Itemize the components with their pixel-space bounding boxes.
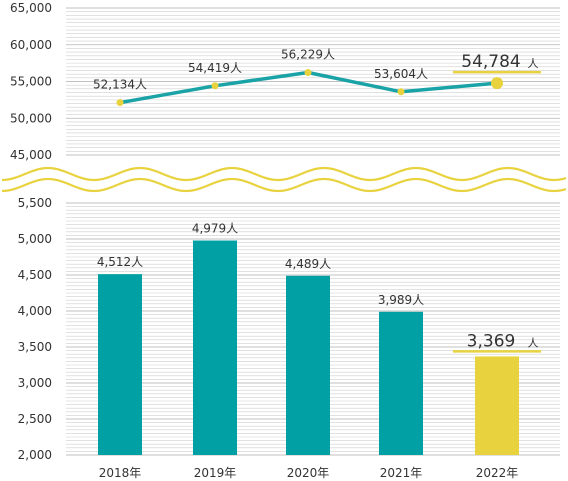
bar [286, 275, 330, 455]
y-tick-label: 2,000 [18, 448, 52, 462]
bar-data-label: 4,489人 [285, 257, 331, 271]
line-data-label-highlight: 54,784 [461, 52, 520, 72]
x-tick-label: 2018年 [99, 466, 142, 480]
y-tick-label: 60,000 [10, 38, 52, 52]
line-path [119, 70, 498, 105]
line-point [116, 99, 124, 107]
y-tick-label: 3,500 [18, 340, 52, 354]
x-tick-label: 2019年 [194, 466, 237, 480]
y-tick-label: 4,500 [18, 268, 52, 282]
line-point [397, 88, 405, 96]
y-tick-label: 3,000 [18, 376, 52, 390]
axis-break-wave [1, 166, 567, 182]
x-tick-label: 2022年 [476, 466, 519, 480]
bar [379, 311, 423, 455]
bar [475, 356, 519, 455]
y-tick-label: 55,000 [10, 75, 52, 89]
bar-data-label: 4,512人 [97, 255, 143, 269]
bar-data-label: 4,979人 [192, 222, 238, 236]
y-tick-label: 50,000 [10, 111, 52, 125]
y-tick-label: 65,000 [10, 1, 52, 15]
y-tick-label: 5,500 [18, 196, 52, 210]
line-point [211, 82, 219, 90]
x-tick-label: 2021年 [380, 466, 423, 480]
bar [193, 240, 237, 455]
line-data-label-unit: 人 [528, 57, 539, 70]
bar-series [98, 240, 519, 455]
line-point [304, 68, 312, 76]
bar-data-label: 3,989人 [378, 293, 424, 307]
data-labels: 52,134人 54,419人 56,229人 53,604人 54,784 人 4,512… [93, 47, 541, 353]
y-axis: 45,000 50,000 55,000 60,000 65,000 2,000 2,500… [10, 1, 52, 462]
y-tick-label: 5,000 [18, 232, 52, 246]
line-data-label: 52,134人 [93, 78, 147, 92]
y-tick-label: 45,000 [10, 148, 52, 162]
x-tick-label: 2020年 [287, 466, 330, 480]
line-series [116, 68, 503, 107]
axis-break [0, 162, 568, 196]
x-axis: 2018年 2019年 2020年 2021年 2022年 [99, 466, 519, 480]
line-data-label: 54,419人 [188, 61, 242, 75]
y-tick-label: 4,000 [18, 304, 52, 318]
bar-data-label-unit: 人 [528, 336, 539, 349]
line-data-label: 53,604人 [374, 67, 428, 81]
bar-data-label-highlight: 3,369 [467, 331, 516, 351]
axis-break-wave [1, 177, 567, 193]
line-point [491, 77, 503, 90]
bar [98, 274, 142, 455]
line-data-label: 56,229人 [281, 47, 335, 61]
y-tick-label: 2,500 [18, 412, 52, 426]
